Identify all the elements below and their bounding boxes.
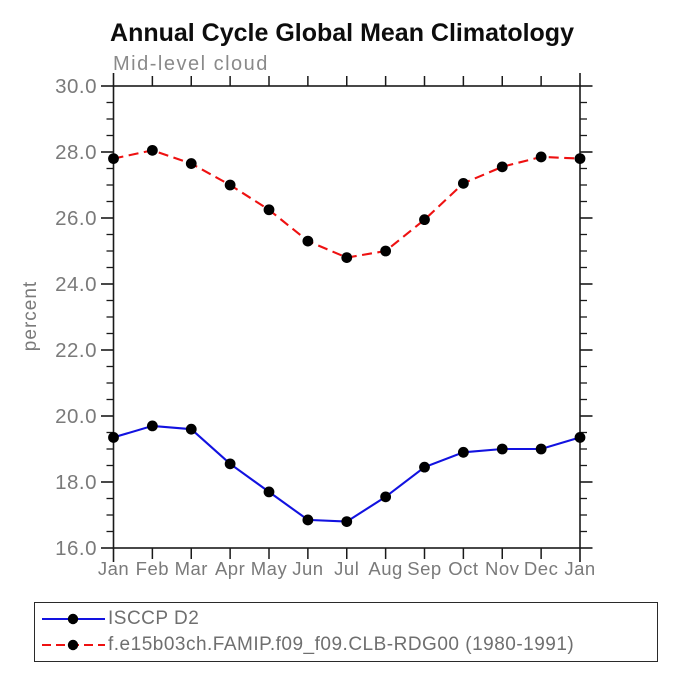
svg-text:Sep: Sep xyxy=(407,558,441,579)
svg-text:Mar: Mar xyxy=(175,558,208,579)
svg-text:Jun: Jun xyxy=(292,558,323,579)
svg-text:26.0: 26.0 xyxy=(55,207,97,230)
svg-text:30.0: 30.0 xyxy=(55,75,97,98)
svg-text:Apr: Apr xyxy=(215,558,245,579)
svg-text:20.0: 20.0 xyxy=(55,405,97,428)
svg-text:Jan: Jan xyxy=(98,558,129,579)
legend-sample-solid-line xyxy=(42,614,105,625)
svg-text:Oct: Oct xyxy=(448,558,478,579)
legend-row-observation: ISCCP D2 xyxy=(39,608,653,630)
svg-text:Feb: Feb xyxy=(136,558,169,579)
svg-text:22.0: 22.0 xyxy=(55,339,97,362)
chart-subtitle: Mid-level cloud xyxy=(113,53,269,75)
legend-label-isccp: ISCCP D2 xyxy=(108,608,200,630)
svg-text:24.0: 24.0 xyxy=(55,273,97,296)
svg-text:Jan: Jan xyxy=(564,558,595,579)
svg-text:16.0: 16.0 xyxy=(55,537,97,560)
chart-title: Annual Cycle Global Mean Climatology xyxy=(110,19,574,47)
legend-sample-dashed-line xyxy=(42,639,105,650)
legend-box: ISCCP D2 f.e15b03ch.FAMIP.f09_f09.CLB-RD… xyxy=(34,602,658,662)
svg-text:28.0: 28.0 xyxy=(55,141,97,164)
legend-row-model: f.e15b03ch.FAMIP.f09_f09.CLB-RDG00 (1980… xyxy=(39,634,653,656)
legend-label-model-run: f.e15b03ch.FAMIP.f09_f09.CLB-RDG00 (1980… xyxy=(108,633,575,655)
series-f-e15b03ch-famip-f09-f09-clb-rdg00-1980-1991- xyxy=(108,144,586,263)
svg-text:18.0: 18.0 xyxy=(55,471,97,494)
svg-text:Jul: Jul xyxy=(334,558,359,579)
svg-text:Nov: Nov xyxy=(485,558,520,579)
svg-text:May: May xyxy=(251,558,288,579)
svg-text:Dec: Dec xyxy=(524,558,558,579)
svg-text:Aug: Aug xyxy=(368,558,402,579)
series-isccp-d2 xyxy=(108,420,586,527)
